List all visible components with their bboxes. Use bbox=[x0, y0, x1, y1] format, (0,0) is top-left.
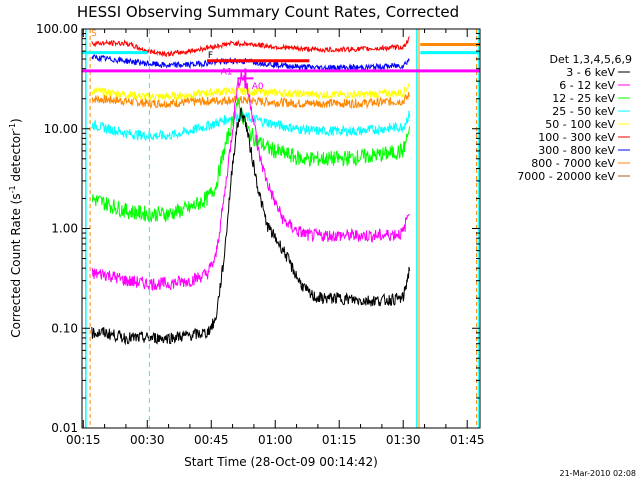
y-axis-label: Corrected Count Rate (s-1 detector-1) bbox=[8, 118, 23, 337]
x-tick-label: 01:30 bbox=[386, 433, 421, 447]
legend-title: Det 1,3,4,5,6,9 bbox=[549, 53, 632, 66]
attenuator-label-a0: A0 bbox=[252, 82, 264, 92]
plot-frame bbox=[81, 28, 481, 429]
x-tick-label: 01:45 bbox=[450, 433, 485, 447]
legend-entry-label: 12 - 25 keV bbox=[552, 92, 615, 105]
saa-label-s: S bbox=[91, 29, 97, 39]
y-tick-label: 100.00 bbox=[36, 22, 78, 36]
chart-title: HESSI Observing Summary Count Rates, Cor… bbox=[77, 3, 459, 21]
series-line-3 bbox=[91, 110, 411, 141]
x-tick-label: 00:30 bbox=[130, 433, 165, 447]
y-tick-label: 10.00 bbox=[44, 122, 78, 136]
attenuator-label-a1: A1 bbox=[221, 67, 233, 77]
legend-entry-label: 100 - 300 keV bbox=[538, 131, 615, 144]
series-line-1 bbox=[91, 71, 411, 292]
x-axis: 00:15 00:30 00:45 01:00 01:15 01:30 01:45 bbox=[66, 29, 485, 447]
series-line-6 bbox=[91, 54, 410, 72]
legend-entry-label: 50 - 100 keV bbox=[545, 118, 615, 131]
x-tick-label: 01:15 bbox=[322, 433, 357, 447]
series-line-0 bbox=[91, 106, 411, 346]
legend-entry-label: 300 - 800 keV bbox=[538, 144, 615, 157]
flare-label-f: F bbox=[208, 51, 213, 61]
series-line-7 bbox=[91, 91, 411, 110]
plot-area: A1 A0 F S bbox=[81, 28, 481, 429]
legend-entry-label: 25 - 50 keV bbox=[552, 105, 615, 118]
y-tick-label: 0.10 bbox=[51, 321, 78, 335]
series-line-2 bbox=[91, 96, 411, 223]
footer-timestamp: 21-Mar-2010 02:08 bbox=[560, 469, 637, 478]
legend-entry-label: 800 - 7000 keV bbox=[531, 157, 615, 170]
series-line-5 bbox=[91, 36, 410, 58]
series-line-4 bbox=[91, 82, 411, 102]
legend-entry-label: 7000 - 20000 keV bbox=[517, 170, 615, 183]
x-tick-label: 00:45 bbox=[194, 433, 229, 447]
y-axis: 0.01 0.10 1.00 10.00 100.00 bbox=[36, 22, 480, 435]
x-axis-label: Start Time (28-Oct-09 00:14:42) bbox=[184, 455, 378, 469]
legend-entry-label: 6 - 12 keV bbox=[559, 79, 615, 92]
x-tick-label: 01:00 bbox=[258, 433, 293, 447]
y-tick-label: 1.00 bbox=[51, 222, 78, 236]
legend-entry-label: 3 - 6 keV bbox=[566, 66, 615, 79]
x-tick-label: 00:15 bbox=[66, 433, 101, 447]
y-tick-label: 0.01 bbox=[51, 421, 78, 435]
